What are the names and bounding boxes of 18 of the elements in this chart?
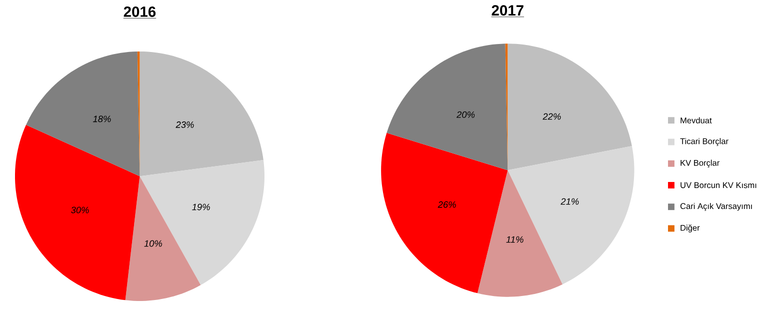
data-label: 18%: [93, 115, 111, 122]
legend-label: Cari Açık Varsayımı: [680, 202, 752, 211]
data-label: 11%: [506, 236, 524, 243]
data-label: 19%: [192, 204, 210, 210]
slice-label: 2016: [124, 6, 156, 17]
slice-label: 2017: [492, 4, 524, 16]
legend-label: Diğer: [680, 224, 700, 232]
data-label: 10%: [144, 240, 162, 247]
data-label: 22%: [542, 113, 561, 120]
data-label: 23%: [176, 121, 194, 128]
legend-label: UV Borcun KV Kısmı: [680, 182, 756, 188]
data-label: 30%: [71, 206, 89, 214]
legend-label: KV Borçlar: [680, 159, 720, 168]
legend-label: Mevduat: [680, 117, 712, 124]
data-label: 20%: [456, 111, 475, 118]
data-label: 21%: [560, 198, 579, 205]
legend-label: Ticari Borçlar: [680, 138, 728, 146]
data-label: 26%: [438, 201, 456, 208]
